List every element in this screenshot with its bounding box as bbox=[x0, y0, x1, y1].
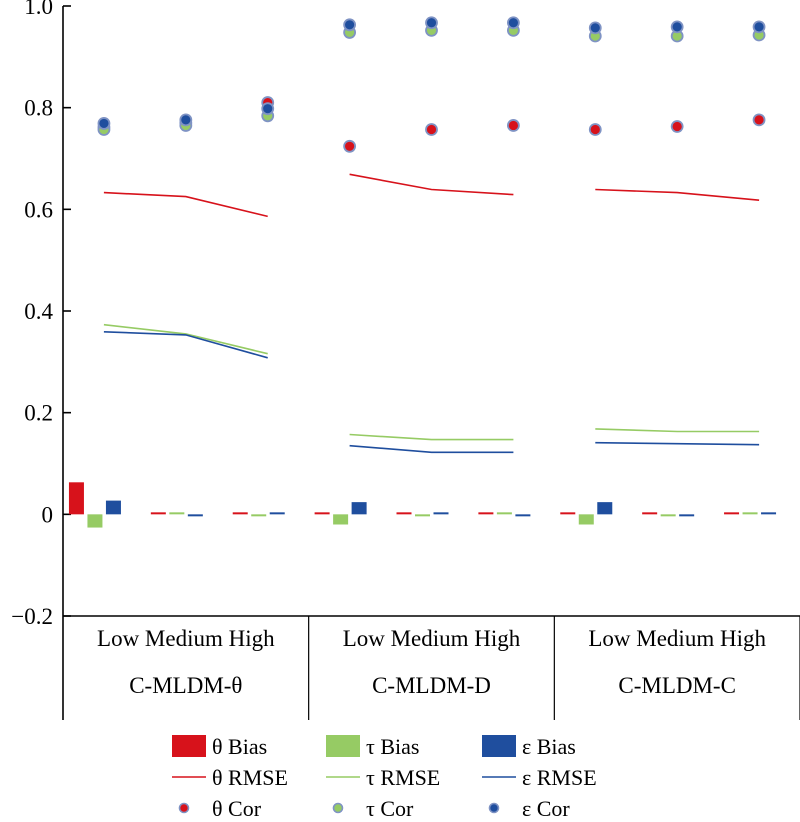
bias-bar bbox=[597, 502, 613, 515]
cor-point bbox=[588, 123, 602, 136]
legend-swatch-point bbox=[488, 802, 500, 814]
legend-item: ε Bias bbox=[482, 734, 576, 759]
y-tick-label: 0.8 bbox=[24, 96, 53, 121]
cor-point bbox=[261, 102, 275, 116]
bias-bar bbox=[333, 514, 349, 525]
rmse-line bbox=[349, 433, 514, 441]
legend-swatch-point bbox=[178, 802, 190, 814]
legend-item: τ RMSE bbox=[326, 765, 440, 790]
legend-swatch-bar bbox=[172, 735, 206, 757]
legend: θ Bias τ Bias ε Bias θ RMSE τ RMSE ε RMSE θ Co… bbox=[172, 734, 597, 821]
bias-bars bbox=[68, 482, 777, 528]
legend-swatch-bar bbox=[482, 735, 516, 757]
bias-bar bbox=[396, 512, 412, 515]
rmse-line bbox=[595, 441, 760, 446]
cor-point bbox=[670, 20, 684, 34]
cor-point bbox=[506, 16, 520, 30]
group-label: C-MLDM-θ bbox=[129, 673, 242, 698]
bias-bar bbox=[679, 514, 695, 517]
bias-bar bbox=[660, 514, 676, 517]
bias-bar bbox=[105, 500, 121, 515]
bias-bar bbox=[515, 514, 531, 517]
legend-label: τ Bias bbox=[366, 734, 419, 759]
bias-bar bbox=[87, 514, 103, 528]
rmse-line bbox=[595, 428, 760, 433]
bias-bar bbox=[578, 514, 594, 525]
legend-label: θ Bias bbox=[212, 734, 267, 759]
cor-point bbox=[588, 21, 602, 35]
legend-item: τ Bias bbox=[326, 734, 419, 759]
cor-point bbox=[425, 16, 438, 30]
cor-point bbox=[506, 119, 520, 132]
x-axis-category-table: Low Medium High C-MLDM-θ Low Medium High C-… bbox=[63, 615, 800, 720]
rmse-line bbox=[103, 323, 268, 355]
legend-label: θ Cor bbox=[212, 796, 262, 821]
y-tick-label: 0.6 bbox=[24, 197, 53, 222]
legend-swatch-point bbox=[332, 802, 344, 814]
bias-bar bbox=[314, 512, 330, 515]
bias-bar bbox=[724, 512, 740, 515]
rmse-lines bbox=[103, 173, 760, 454]
cor-point bbox=[670, 120, 684, 133]
legend-label: θ RMSE bbox=[212, 765, 288, 790]
legend-label: ε Cor bbox=[522, 796, 570, 821]
cor-point bbox=[343, 139, 357, 153]
bias-bar bbox=[742, 512, 758, 515]
cor-point bbox=[752, 20, 766, 34]
cor-points bbox=[97, 16, 766, 153]
rmse-line bbox=[595, 188, 760, 201]
bias-bar bbox=[761, 512, 777, 515]
legend-item: ε Cor bbox=[488, 796, 570, 821]
rmse-line bbox=[103, 191, 268, 218]
legend-label: τ Cor bbox=[366, 796, 414, 821]
bias-bar bbox=[351, 502, 367, 515]
legend-label: ε RMSE bbox=[522, 765, 597, 790]
legend-item: θ Bias bbox=[172, 734, 267, 759]
bias-bar bbox=[269, 512, 285, 515]
cor-point bbox=[179, 113, 193, 127]
group-label: C-MLDM-D bbox=[372, 673, 491, 698]
bias-bar bbox=[560, 512, 576, 515]
bias-bar bbox=[232, 512, 248, 515]
y-tick-label: 0.4 bbox=[24, 299, 53, 324]
legend-label: ε Bias bbox=[522, 734, 576, 759]
bias-bar bbox=[478, 512, 494, 515]
bias-bar bbox=[150, 512, 166, 515]
cor-point bbox=[752, 113, 766, 127]
group-label: C-MLDM-C bbox=[618, 673, 736, 698]
bias-bar bbox=[187, 514, 203, 517]
y-tick-label: −0.2 bbox=[11, 604, 53, 629]
y-tick-label: 0.2 bbox=[24, 401, 53, 426]
legend-label: τ RMSE bbox=[366, 765, 440, 790]
bias-bar bbox=[433, 512, 449, 515]
legend-item: ε RMSE bbox=[482, 765, 597, 790]
legend-item: θ RMSE bbox=[172, 765, 288, 790]
bias-bar bbox=[642, 512, 658, 515]
y-tick-label: 0 bbox=[42, 502, 54, 527]
bias-bar bbox=[496, 512, 512, 515]
cor-point bbox=[97, 117, 111, 130]
bias-bar bbox=[415, 514, 430, 517]
legend-item: τ Cor bbox=[332, 796, 414, 821]
legend-item: θ Cor bbox=[178, 796, 262, 821]
y-axis: 1.0 0.8 0.6 0.4 0.2 0 −0.2 bbox=[11, 0, 71, 720]
rmse-line bbox=[349, 444, 514, 454]
cor-point bbox=[425, 123, 438, 136]
category-labels: Low Medium High bbox=[97, 626, 275, 651]
bias-bar bbox=[251, 514, 267, 517]
rmse-line bbox=[349, 173, 514, 196]
category-labels: Low Medium High bbox=[343, 626, 521, 651]
rmse-line bbox=[103, 331, 268, 359]
bias-bar bbox=[68, 482, 84, 515]
y-tick-label: 1.0 bbox=[24, 0, 53, 19]
bias-bar bbox=[169, 512, 185, 515]
legend-swatch-bar bbox=[326, 735, 360, 757]
category-labels: Low Medium High bbox=[588, 626, 766, 651]
cor-point bbox=[343, 18, 357, 32]
